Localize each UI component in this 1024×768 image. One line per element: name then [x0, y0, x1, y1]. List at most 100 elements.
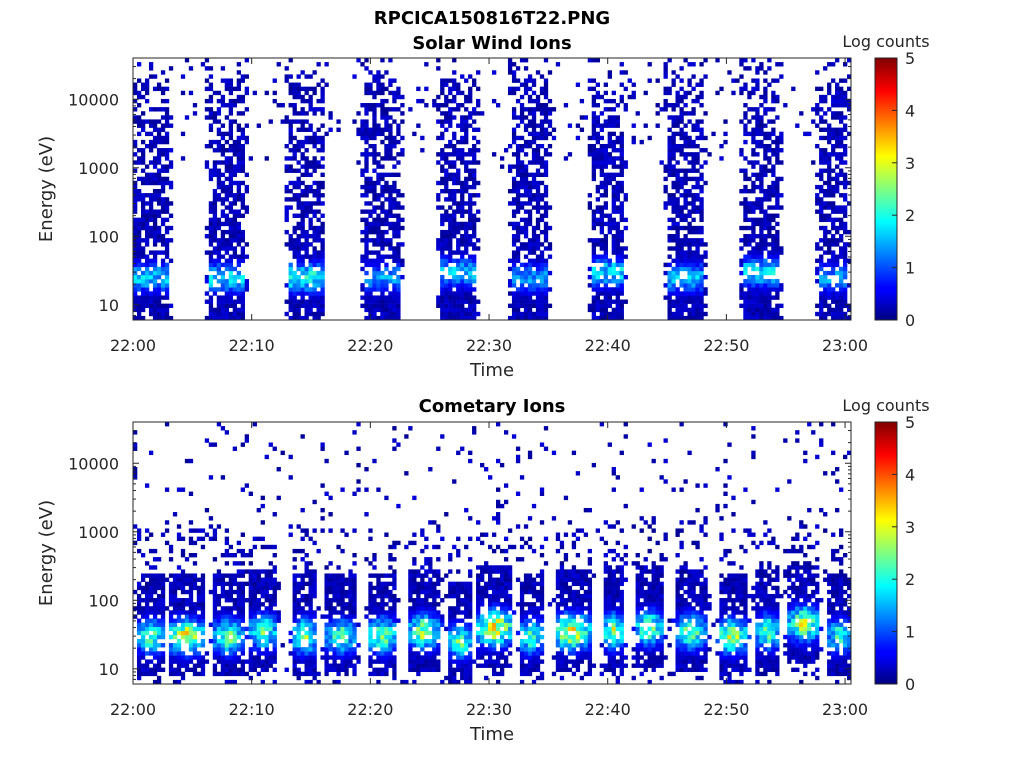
heatmap-cell	[755, 246, 760, 251]
heatmap-cell	[136, 655, 142, 660]
heatmap-cell	[212, 217, 218, 223]
heatmap-cell	[619, 270, 624, 276]
heatmap-cell	[523, 107, 529, 112]
heatmap-cell	[699, 242, 704, 247]
heatmap-cell	[448, 90, 453, 96]
heatmap-cell	[691, 111, 696, 116]
heatmap-cell	[228, 229, 234, 235]
heatmap-cell	[523, 58, 529, 63]
heatmap-cell	[236, 274, 241, 280]
heatmap-cell	[472, 295, 477, 300]
heatmap-cell	[615, 135, 620, 141]
heatmap-cell	[376, 164, 381, 169]
heatmap-cell	[763, 270, 768, 276]
heatmap-cell	[268, 634, 273, 640]
heatmap-cell	[240, 229, 245, 235]
heatmap-cell	[835, 311, 840, 317]
heatmap-cell	[133, 274, 138, 280]
heatmap-cell	[244, 598, 249, 603]
heatmap-cell	[468, 217, 473, 223]
heatmap-cell	[212, 622, 218, 627]
heatmap-cell	[360, 168, 365, 173]
heatmap-cell	[232, 119, 238, 124]
heatmap-cell	[535, 184, 541, 190]
heatmap-cell	[679, 135, 684, 141]
heatmap-cell	[831, 205, 836, 210]
heatmap-cell	[368, 143, 373, 149]
heatmap-cell	[160, 626, 166, 632]
heatmap-cell	[539, 193, 545, 198]
heatmap-cell	[400, 103, 405, 108]
heatmap-cell	[384, 86, 389, 92]
heatmap-cell	[220, 274, 226, 280]
heatmap-cell	[440, 254, 445, 259]
heatmap-cell	[304, 86, 309, 92]
heatmap-cell	[300, 111, 305, 116]
heatmap-cell	[619, 205, 624, 210]
heatmap-cell	[156, 180, 162, 186]
heatmap-cell	[232, 172, 238, 178]
heatmap-cell	[388, 123, 393, 128]
heatmap-cell	[188, 618, 194, 623]
heatmap-cell	[176, 602, 182, 607]
heatmap-cell	[372, 111, 377, 116]
heatmap-cell	[539, 135, 545, 141]
heatmap-cell	[396, 311, 401, 317]
heatmap-cell	[775, 62, 780, 67]
heatmap-cell	[236, 143, 241, 149]
heatmap-cell	[248, 548, 253, 554]
heatmap-cell	[835, 172, 840, 178]
heatmap-cell	[679, 193, 684, 198]
heatmap-cell	[392, 315, 397, 321]
heatmap-cell	[156, 557, 162, 562]
heatmap-cell	[436, 66, 441, 71]
heatmap-cell	[515, 86, 521, 92]
heatmap-cell	[320, 139, 325, 145]
heatmap-cell	[515, 303, 521, 309]
heatmap-cell	[144, 90, 150, 96]
heatmap-cell	[272, 651, 277, 656]
heatmap-cell	[192, 585, 198, 591]
heatmap-cell	[751, 283, 756, 288]
heatmap-cell	[539, 143, 545, 149]
heatmap-cell	[224, 258, 230, 263]
heatmap-cell	[388, 299, 393, 304]
heatmap-cell	[388, 213, 393, 218]
heatmap-cell	[224, 242, 230, 247]
heatmap-cell	[751, 209, 756, 214]
heatmap-cell	[156, 189, 162, 194]
heatmap-cell	[220, 622, 226, 627]
heatmap-cell	[180, 659, 186, 664]
heatmap-cell	[140, 209, 146, 214]
heatmap-cell	[456, 86, 461, 92]
heatmap-cell	[224, 299, 230, 304]
heatmap-cell	[148, 634, 154, 640]
heatmap-cell	[204, 274, 210, 280]
heatmap-cell	[268, 544, 273, 550]
heatmap-cell	[599, 127, 604, 132]
heatmap-cell	[444, 98, 449, 104]
heatmap-cell	[160, 279, 166, 284]
heatmap-cell	[192, 663, 198, 668]
heatmap-cell	[288, 242, 293, 247]
heatmap-cell	[747, 250, 752, 255]
heatmap-cell	[535, 234, 541, 239]
heatmap-cell	[839, 90, 844, 96]
heatmap-cell	[739, 225, 744, 231]
heatmap-cell	[827, 86, 832, 92]
heatmap-cell	[819, 246, 824, 251]
heatmap-cell	[164, 270, 170, 276]
heatmap-cell	[308, 164, 313, 169]
heatmap-cell	[547, 225, 553, 231]
heatmap-cell	[667, 246, 672, 251]
heatmap-cell	[172, 573, 178, 578]
heatmap-cell	[156, 176, 162, 182]
heatmap-cell	[364, 201, 369, 206]
heatmap-cell	[755, 107, 760, 112]
heatmap-cell	[819, 254, 824, 259]
heatmap-cell	[527, 160, 533, 165]
heatmap-cell	[615, 238, 620, 243]
heatmap-cell	[156, 213, 162, 218]
heatmap-cell	[136, 528, 142, 533]
